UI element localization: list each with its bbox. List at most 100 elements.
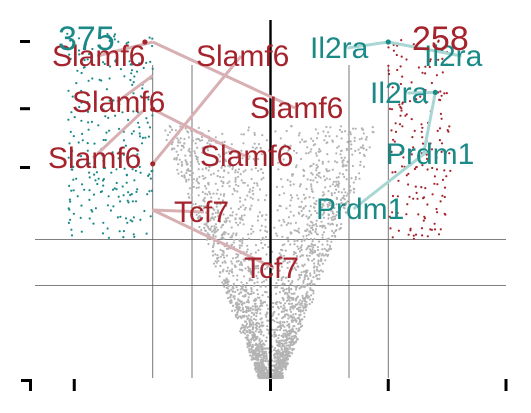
scatter-point — [444, 213, 447, 216]
scatter-point — [315, 163, 318, 167]
scatter-point — [291, 268, 294, 271]
scatter-point — [248, 351, 251, 354]
scatter-point — [310, 294, 313, 297]
scatter-point — [86, 100, 89, 104]
scatter-point — [164, 129, 167, 132]
scatter-point — [289, 243, 292, 246]
scatter-point — [234, 180, 237, 183]
scatter-point — [79, 100, 82, 103]
scatter-point — [75, 82, 78, 85]
scatter-point — [437, 58, 440, 61]
scatter-point — [303, 169, 306, 172]
scatter-point — [243, 181, 246, 184]
scatter-point — [319, 206, 322, 209]
scatter-point — [252, 323, 255, 326]
scatter-point — [296, 265, 299, 268]
scatter-point — [362, 153, 366, 156]
scatter-point — [148, 173, 151, 176]
scatter-point — [291, 352, 294, 355]
scatter-point — [70, 228, 73, 231]
scatter-point — [256, 328, 259, 331]
scatter-point — [101, 232, 105, 235]
scatter-point — [440, 142, 444, 145]
scatter-point — [409, 149, 412, 152]
scatter-point — [281, 185, 284, 188]
scatter-point — [299, 325, 302, 328]
scatter-point — [317, 172, 320, 175]
scatter-point — [352, 127, 355, 130]
scatter-point — [313, 243, 317, 247]
scatter-point — [75, 177, 78, 180]
gene-label: Il2ra — [310, 32, 369, 65]
scatter-point — [352, 181, 355, 184]
scatter-point — [256, 215, 260, 218]
scatter-point — [299, 306, 302, 309]
scatter-point — [86, 110, 90, 113]
scatter-point — [330, 204, 333, 207]
scatter-point — [332, 180, 335, 183]
scatter-point — [117, 40, 120, 43]
scatter-point — [314, 223, 318, 226]
scatter-point — [347, 133, 350, 136]
scatter-point — [293, 243, 296, 246]
scatter-point — [295, 303, 298, 306]
scatter-point — [132, 233, 135, 236]
y-tick — [21, 379, 31, 382]
scatter-point — [320, 198, 323, 201]
scatter-point — [238, 217, 241, 220]
scatter-point — [262, 371, 265, 374]
scatter-point — [339, 153, 342, 156]
scatter-point — [275, 352, 278, 355]
scatter-point — [252, 230, 255, 233]
scatter-point — [141, 136, 144, 139]
scatter-point — [301, 318, 304, 321]
scatter-point — [187, 149, 190, 152]
scatter-point — [251, 321, 255, 324]
scatter-point — [72, 165, 75, 168]
scatter-point — [230, 294, 233, 297]
scatter-point — [69, 39, 72, 42]
scatter-point — [243, 320, 247, 323]
scatter-point — [302, 193, 305, 196]
scatter-point — [281, 283, 284, 286]
scatter-point — [241, 323, 244, 326]
scatter-point — [408, 100, 412, 103]
scatter-point — [340, 223, 343, 226]
highlighted-point — [142, 39, 148, 45]
scatter-point — [223, 260, 226, 263]
scatter-point — [226, 182, 229, 185]
scatter-point — [334, 160, 337, 163]
scatter-point — [205, 238, 208, 241]
scatter-point — [241, 302, 244, 305]
gene-label: Il2ra — [424, 40, 483, 73]
scatter-point — [305, 300, 308, 304]
scatter-point — [241, 295, 245, 298]
scatter-point — [303, 276, 306, 279]
scatter-point — [212, 262, 216, 265]
scatter-point — [149, 60, 152, 64]
scatter-point — [340, 149, 343, 153]
scatter-point — [300, 254, 303, 257]
scatter-point — [424, 65, 427, 68]
scatter-point — [284, 354, 287, 357]
scatter-point — [293, 284, 296, 287]
scatter-point — [195, 157, 198, 160]
scatter-point — [207, 220, 210, 223]
scatter-point — [183, 174, 186, 177]
scatter-point — [258, 339, 261, 342]
scatter-point — [91, 47, 94, 51]
scatter-point — [222, 237, 225, 240]
scatter-point — [204, 192, 207, 195]
scatter-point — [321, 236, 324, 239]
scatter-point — [250, 358, 253, 361]
scatter-point — [257, 198, 260, 202]
scatter-point — [230, 226, 233, 229]
scatter-point — [320, 269, 323, 272]
down-count-label: 375 — [58, 20, 115, 58]
scatter-point — [225, 270, 228, 273]
scatter-point — [198, 225, 201, 229]
scatter-point — [115, 168, 118, 171]
scatter-point — [321, 203, 324, 206]
scatter-point — [301, 138, 304, 141]
scatter-point — [265, 315, 268, 318]
